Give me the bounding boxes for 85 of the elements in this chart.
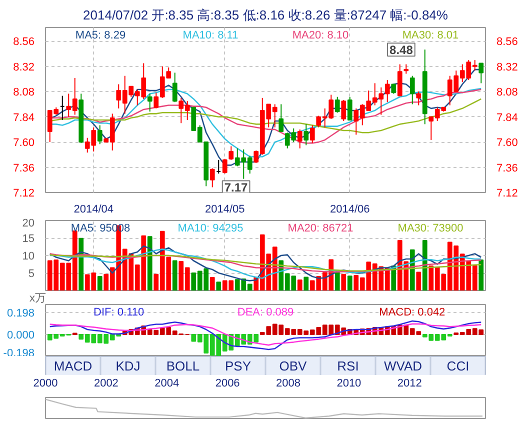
x-tick-label: 2014/06 (330, 204, 370, 216)
bar (416, 272, 422, 290)
text: KDJ (116, 358, 140, 374)
candlestick (228, 146, 234, 160)
series-label: MA10: 94295 (178, 222, 244, 234)
x-tick-label: 2014/04 (74, 204, 114, 216)
bar (172, 260, 178, 290)
x-tick-label: 2000 (33, 378, 58, 390)
x-tick-label: 2008 (276, 378, 301, 390)
text: OBV (279, 358, 308, 374)
candlestick (222, 158, 228, 174)
text: MA20: 8.10 (292, 30, 349, 42)
text: RSI (337, 358, 359, 374)
y2-tick-label: 8.08 (496, 86, 518, 99)
text: MACD (54, 358, 92, 374)
bar (347, 276, 352, 290)
y-tick-label: 0.000 (6, 330, 35, 342)
text: MA30: 73900 (398, 222, 464, 234)
candlestick (391, 84, 396, 94)
y-tick-label: 10 (22, 250, 35, 262)
chart-title: 2014/07/02 开:8.35 高:8.35 低:8.16 收:8.26 量:87247 幅:-0.84% (83, 8, 448, 22)
candlestick (304, 124, 309, 146)
y2-tick-label: 8.32 (496, 61, 518, 74)
bar (341, 274, 346, 290)
y-tick-label: 8.32 (13, 61, 35, 74)
x-tick-label: 2010 (336, 378, 362, 390)
series-label: DIF: 0.110 (94, 306, 144, 318)
y-tick-label: 15 (22, 233, 35, 245)
bar (210, 277, 215, 290)
candlestick (278, 104, 284, 132)
bar (97, 276, 102, 290)
bar (147, 236, 152, 290)
y2-tick-label: 7.12 (496, 188, 518, 200)
x-tick-label: 2014/05 (204, 204, 245, 216)
y-tick-label: 7.84 (13, 112, 35, 124)
y-axis-title: x万 (30, 292, 46, 304)
x-tick-label: 2002 (94, 378, 118, 390)
line-series (49, 323, 482, 346)
candlestick (297, 128, 302, 149)
x-tick-label: 2004 (154, 378, 180, 390)
candlestick (97, 124, 102, 145)
text: BOLL (166, 358, 200, 374)
y2-tick-label: 8.56 (496, 36, 518, 48)
candlestick (416, 91, 422, 106)
x-tick-label: 2006 (215, 378, 240, 390)
bar (304, 276, 309, 290)
bar (216, 282, 222, 290)
y2-tick-label: 7.36 (496, 162, 518, 174)
candlestick (410, 75, 415, 105)
y-tick-label: 7.36 (13, 162, 35, 174)
y-tick-label: 20 (22, 218, 35, 230)
y2-tick-label: 7.84 (496, 112, 518, 124)
text: CCI (446, 358, 470, 374)
candlestick (310, 124, 315, 144)
candlestick (341, 100, 346, 122)
series-label: DEA: 0.089 (237, 306, 294, 318)
y-tick-label: 8.08 (13, 86, 35, 99)
y-tick-label: 7.12 (13, 188, 35, 200)
candlestick (147, 93, 152, 112)
annotation: 7.17 (224, 180, 248, 195)
candlestick (347, 96, 352, 120)
text: MA10: 8.11 (182, 30, 238, 42)
y-tick-label: 8.56 (13, 36, 35, 48)
x-tick-label: 2012 (397, 378, 422, 390)
bar (478, 259, 484, 290)
candlestick (404, 64, 409, 74)
text: PSY (224, 358, 252, 374)
text: WVAD (384, 358, 422, 374)
text: MA30: 8.01 (402, 30, 459, 42)
bar (422, 240, 428, 290)
bar (297, 280, 302, 290)
bar (334, 272, 340, 290)
y-tick-label: 5 (28, 268, 35, 280)
text: MA5: 8.29 (75, 30, 126, 42)
annotation: 8.48 (390, 43, 414, 58)
line-series (49, 320, 482, 350)
candlestick (478, 62, 484, 84)
candlestick (210, 168, 215, 188)
series-label: MACD: 0.042 (379, 306, 446, 318)
y-tick-label: 7.60 (13, 137, 35, 150)
candlestick (172, 72, 178, 103)
y2-tick-label: 7.60 (496, 137, 518, 150)
text: MA20: 86721 (288, 222, 354, 234)
y-tick-label: 0.198 (6, 308, 35, 320)
candlestick (334, 96, 340, 114)
